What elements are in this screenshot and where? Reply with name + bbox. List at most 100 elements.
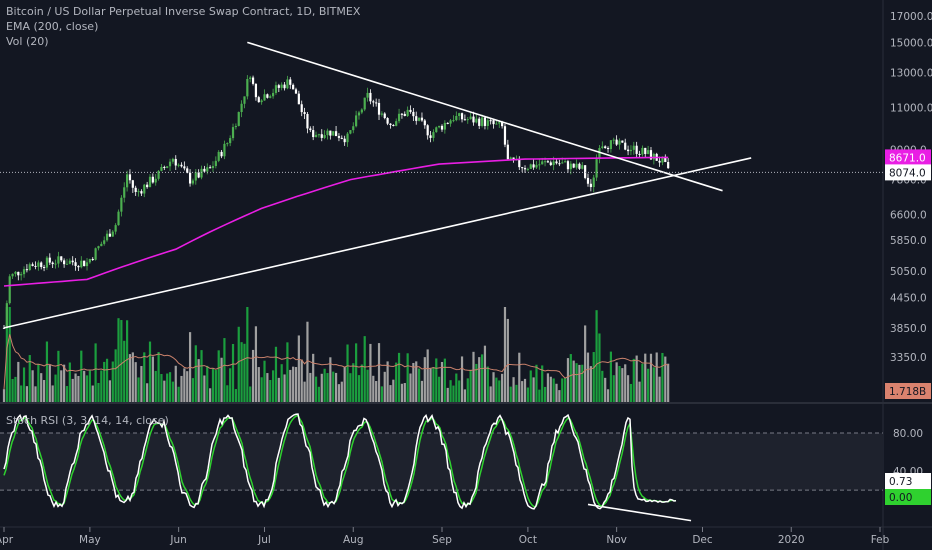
- candle-body: [443, 122, 446, 130]
- time-tick-label: Oct: [519, 534, 537, 546]
- volume-bar: [515, 384, 518, 402]
- candle-body: [340, 137, 343, 139]
- candle-body: [17, 271, 20, 276]
- volume-bar: [621, 368, 624, 402]
- candle-body: [263, 94, 266, 101]
- legend-title: Bitcoin / US Dollar Perpetual Inverse Sw…: [6, 5, 361, 18]
- stoch-rsi-pane: [3, 413, 677, 510]
- volume-bar: [63, 364, 66, 402]
- volume-bar: [352, 363, 355, 402]
- candle-body: [578, 163, 581, 169]
- candle-body: [458, 113, 461, 116]
- candle-body: [134, 187, 137, 192]
- volume-bar: [337, 384, 341, 402]
- candle-body: [606, 148, 610, 150]
- volume-bar: [458, 380, 461, 402]
- price-tick-label: 5850.0: [890, 235, 927, 247]
- candle-body: [260, 100, 263, 103]
- volume-bar: [486, 366, 489, 402]
- candle-body: [420, 117, 424, 121]
- candle-body: [157, 170, 160, 179]
- volume-bar: [483, 345, 487, 402]
- volume-bar: [108, 380, 112, 402]
- candle-body: [543, 161, 547, 163]
- volume-bar: [260, 377, 263, 402]
- last-price-badge-bg: [885, 164, 931, 181]
- volume-bar: [395, 362, 398, 402]
- candle-body: [200, 168, 203, 178]
- volume-bar: [529, 370, 532, 402]
- candle-body: [320, 134, 323, 138]
- volume-bar: [626, 375, 630, 402]
- volume-bar: [48, 365, 51, 402]
- candle-body: [280, 84, 283, 88]
- volume-bar: [440, 361, 444, 402]
- volume-bar: [146, 383, 149, 402]
- volume-bar: [589, 366, 592, 402]
- volume-bar: [163, 380, 166, 402]
- volume-bar: [289, 369, 292, 402]
- volume-bar: [157, 352, 160, 402]
- candle-body: [292, 84, 295, 90]
- volume-bar: [392, 379, 395, 402]
- candle-body: [317, 134, 321, 136]
- candle-body: [552, 161, 555, 166]
- volume-bar: [558, 390, 561, 402]
- volume-bar: [88, 370, 91, 402]
- candle-body: [446, 122, 449, 124]
- volume-bar: [615, 362, 618, 402]
- candle-body: [174, 158, 177, 166]
- volume-bar: [143, 352, 146, 402]
- candle-body: [123, 187, 126, 198]
- volume-bar: [54, 374, 57, 402]
- volume-bar: [57, 350, 60, 402]
- volume-bar: [609, 351, 613, 402]
- volume-bar: [312, 353, 315, 402]
- candle-body: [277, 85, 280, 88]
- volume-bar: [191, 378, 195, 402]
- volume-bar: [652, 367, 655, 402]
- volume-bar: [269, 379, 272, 402]
- volume-bar: [220, 357, 223, 402]
- candle-body: [509, 157, 512, 160]
- candle-body: [403, 113, 406, 116]
- price-tick-label: 5050.0: [890, 266, 927, 278]
- candle-body: [191, 180, 195, 184]
- candle-body: [383, 113, 386, 119]
- volume-bar: [601, 370, 604, 402]
- candle-body: [469, 116, 472, 120]
- candle-body: [151, 176, 154, 183]
- candle-body: [566, 161, 570, 170]
- candle-body: [117, 211, 120, 226]
- volume-bar: [120, 320, 123, 402]
- candle-body: [306, 114, 309, 129]
- candle-body: [667, 162, 670, 169]
- volume-bar: [578, 364, 581, 402]
- time-tick-label: Aug: [343, 534, 364, 546]
- candle-body: [349, 130, 352, 134]
- volume-bar: [581, 364, 584, 402]
- volume-bar: [171, 381, 175, 402]
- volume-bar: [34, 386, 37, 402]
- volume-bar: [11, 379, 14, 402]
- volume-bar: [323, 368, 326, 402]
- volume-bar: [31, 370, 34, 402]
- candle-body: [223, 143, 226, 157]
- candle-body: [409, 109, 412, 112]
- candle-body: [274, 85, 278, 93]
- candle-body: [563, 161, 567, 163]
- candle-body: [618, 140, 621, 145]
- ema-value-badge-bg: [885, 149, 931, 166]
- candle-body: [194, 172, 197, 181]
- volume-bar: [649, 353, 653, 402]
- volume-bar: [438, 376, 441, 402]
- volume-bar: [604, 377, 607, 402]
- candle-body: [45, 257, 49, 268]
- volume-bar: [429, 368, 432, 402]
- candle-body: [463, 119, 467, 121]
- volume-bar: [317, 386, 321, 402]
- candle-body: [226, 143, 229, 145]
- volume-bar: [254, 326, 258, 402]
- volume-bar: [561, 378, 564, 402]
